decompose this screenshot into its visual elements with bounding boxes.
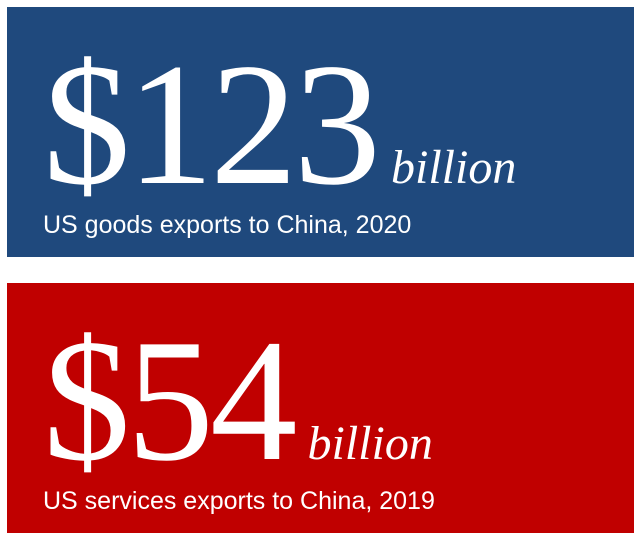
services-card: $54 billion US services exports to China… — [7, 283, 634, 533]
amount: $123 — [43, 27, 381, 221]
figure: $54 billion — [43, 313, 433, 488]
amount: $54 — [43, 303, 297, 497]
caption: US goods exports to China, 2020 — [43, 211, 412, 239]
goods-card: $123 billion US goods exports to China, … — [7, 7, 634, 257]
unit: billion — [391, 141, 517, 194]
figure: $123 billion — [43, 37, 516, 212]
unit: billion — [307, 417, 433, 470]
caption: US services exports to China, 2019 — [43, 487, 435, 515]
